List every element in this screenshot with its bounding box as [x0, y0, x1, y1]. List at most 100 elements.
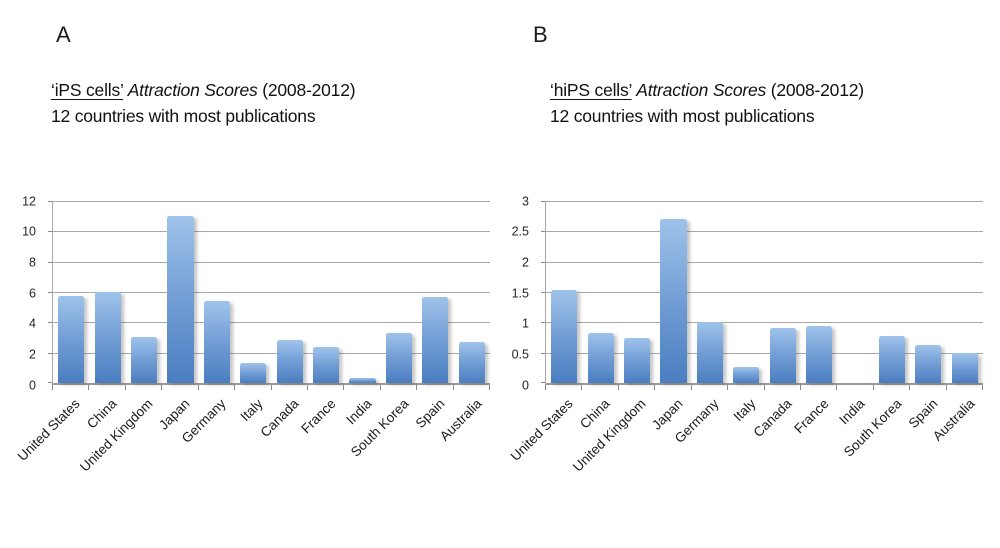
bar-france: [806, 325, 833, 383]
x-axis-tick: [88, 385, 90, 390]
gridline: [53, 322, 490, 324]
chart-b-title-line2: 12 countries with most publications: [550, 106, 815, 126]
bar-chart-ips-cells: 0 2 4 6 8 10 12 United States China United Kingd…: [0, 195, 500, 541]
y-axis-labels: 0 2 4 6 8 10 12: [0, 195, 44, 391]
panel-a-letter: A: [56, 22, 71, 47]
y-tick-label: 4: [29, 316, 36, 331]
plot-area: [541, 201, 983, 390]
y-tick-label: 0.5: [511, 347, 529, 362]
bar-chart-hips-cells: 0 0.5 1 1.5 2 2.5 3 United States China United K…: [500, 195, 1000, 541]
y-tick-label: 3: [522, 193, 529, 208]
y-tick-label: 6: [29, 285, 36, 300]
x-axis-tick: [489, 385, 490, 390]
gridline: [546, 292, 983, 293]
x-axis-tick: [836, 385, 838, 390]
y-axis-tick: [48, 261, 52, 263]
panel-b: B ‘hiPS cells’ Attraction Scores (2008-2…: [500, 0, 1000, 548]
gridline: [546, 322, 983, 324]
y-tick-label: 0: [29, 377, 36, 392]
y-axis-tick: [541, 322, 545, 324]
x-axis-tick: [799, 385, 801, 390]
x-axis-tick: [161, 385, 163, 390]
x-axis-labels: United States China United Kingdom Japan Ger…: [508, 387, 983, 537]
y-axis-tick: [48, 382, 52, 383]
y-axis-tick: [48, 292, 52, 293]
chart-a-title-line1: ‘iPS cells’ Attraction Scores (2008-2012…: [51, 77, 356, 103]
y-axis-tick: [541, 292, 545, 293]
x-axis-tick: [872, 385, 874, 390]
x-axis-tick: [727, 385, 729, 390]
x-axis-tick: [945, 385, 947, 390]
x-axis-labels: United States China United Kingdom Japan Ger…: [15, 387, 490, 537]
bar-china: [94, 292, 121, 383]
y-tick-label: 2.5: [511, 224, 529, 239]
x-axis-tick: [545, 385, 546, 390]
y-axis-labels: 0 0.5 1 1.5 2 2.5 3: [500, 195, 537, 391]
bar-united-states: [551, 290, 578, 383]
x-axis-tick: [452, 385, 454, 390]
gridline: [53, 352, 490, 354]
bar-spain: [422, 296, 449, 383]
x-axis-tick: [654, 385, 656, 390]
gridline: [546, 352, 983, 354]
y-axis-tick: [541, 261, 545, 263]
gridline: [53, 261, 490, 263]
bar-south-korea: [385, 332, 413, 383]
bar-india: [349, 378, 376, 383]
y-axis-tick: [541, 382, 545, 383]
gridline: [53, 292, 490, 293]
bar-spain: [915, 344, 942, 383]
x-axis-tick: [416, 385, 418, 390]
title-italic: Attraction Scores: [636, 80, 767, 100]
gridline: [53, 231, 490, 233]
chart-a-title: ‘iPS cells’ Attraction Scores (2008-2012…: [51, 77, 356, 129]
bar-united-states: [58, 295, 85, 383]
title-years: (2008-2012): [262, 80, 356, 100]
chart-b-title-line1: ‘hiPS cells’ Attraction Scores (2008-201…: [550, 77, 864, 103]
gridline: [546, 231, 983, 233]
bar-china: [587, 333, 614, 383]
x-axis-tick: [234, 385, 236, 390]
y-axis-tick: [541, 231, 545, 233]
y-axis-tick: [541, 201, 545, 202]
y-tick-label: 12: [22, 193, 36, 208]
gridline: [546, 261, 983, 263]
y-axis-tick: [48, 201, 52, 202]
y-tick-label: 1.5: [511, 285, 529, 300]
panel-a: A ‘iPS cells’ Attraction Scores (2008-20…: [0, 22, 500, 541]
bar-united-kingdom: [130, 336, 158, 383]
y-axis-tick: [541, 352, 545, 354]
bar-italy: [733, 366, 760, 383]
bar-germany: [203, 301, 230, 383]
y-tick-label: 2: [29, 347, 36, 362]
bar-canada: [276, 339, 303, 383]
bar-canada: [769, 328, 796, 383]
x-axis-tick: [763, 385, 765, 390]
plot-area: [48, 201, 490, 390]
chart-b-title: ‘hiPS cells’ Attraction Scores (2008-201…: [550, 77, 864, 129]
title-keyword: ‘hiPS cells’: [550, 80, 632, 100]
bar-japan: [167, 216, 194, 383]
title-years: (2008-2012): [770, 80, 864, 100]
x-axis-tick: [982, 385, 983, 390]
y-axis-tick: [48, 231, 52, 233]
x-axis-tick: [270, 385, 272, 390]
bar-south-korea: [878, 335, 906, 383]
bar-united-kingdom: [623, 337, 651, 383]
y-tick-label: 2: [522, 255, 529, 270]
y-tick-label: 8: [29, 255, 36, 270]
bar-italy: [240, 363, 267, 383]
bar-france: [313, 347, 340, 383]
gridline: [53, 201, 490, 202]
bar-japan: [660, 219, 687, 383]
title-italic: Attraction Scores: [127, 80, 258, 100]
x-axis-tick: [690, 385, 692, 390]
x-axis-tick: [52, 385, 53, 390]
y-axis-tick: [48, 322, 52, 324]
title-keyword: ‘iPS cells’: [51, 80, 124, 100]
bar-australia: [951, 352, 978, 383]
x-axis-tick: [197, 385, 199, 390]
bar-germany: [696, 322, 723, 383]
x-axis-tick: [617, 385, 619, 390]
